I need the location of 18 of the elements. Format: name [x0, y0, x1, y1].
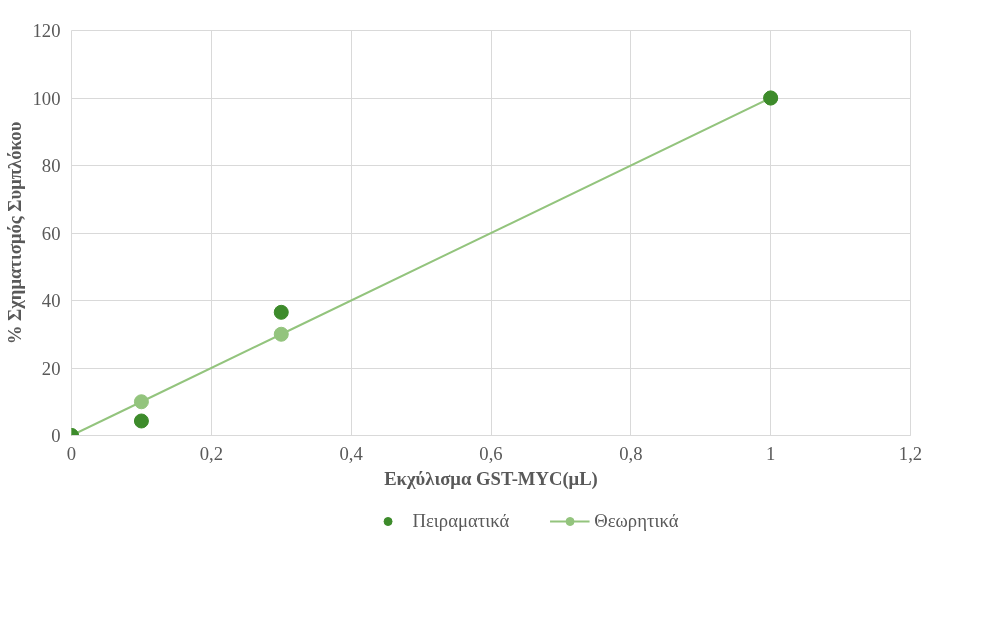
x-tick-label: 0,4: [339, 442, 364, 464]
x-tick-label: 0: [66, 442, 77, 464]
y-tick-label: 80: [41, 155, 61, 176]
y-tick-label: 120: [32, 20, 61, 41]
x-axis-title: Εκχύλισμα GST-MYC(μL): [384, 467, 598, 490]
x-tick-label: 1: [766, 442, 776, 464]
x-tick-label: 0,6: [479, 442, 503, 464]
y-axis-title: % Σχηματισμός Συμπλόκου: [3, 121, 25, 345]
legend-label: Θεωρητικά: [594, 510, 679, 532]
x-tick-label: 1,2: [898, 442, 923, 464]
x-tick-label: 0,8: [619, 442, 643, 464]
y-tick-label: 20: [41, 357, 61, 379]
y-tick-label: 60: [41, 222, 61, 244]
x-tick-label: 0,2: [199, 442, 223, 464]
legend-label: Πειραματικά: [412, 510, 510, 532]
y-tick-label: 0: [51, 425, 61, 446]
y-tick-label: 40: [41, 290, 61, 311]
y-tick-label: 100: [32, 87, 61, 109]
